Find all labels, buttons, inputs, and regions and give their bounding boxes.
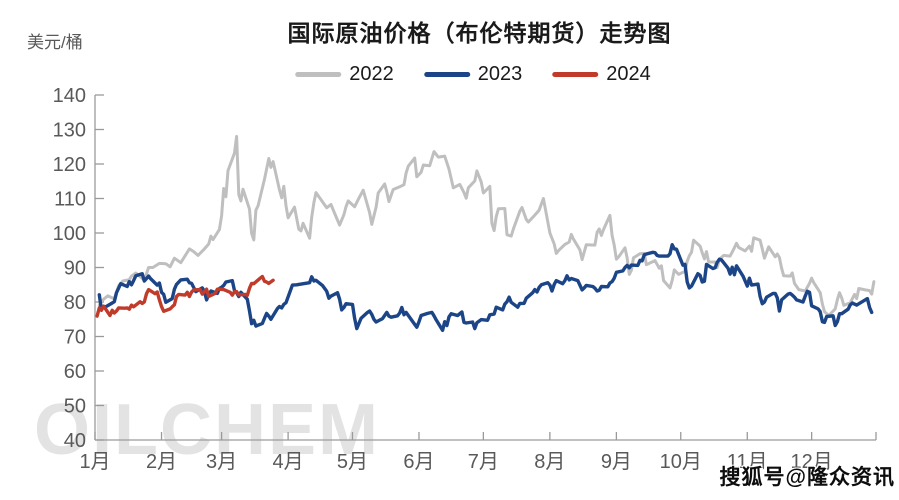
legend-label-2022: 2022 (349, 63, 394, 85)
legend-item-2023: 2023 (423, 63, 523, 86)
y-tick-label: 40 (64, 430, 86, 452)
y-tick-label: 70 (64, 327, 86, 349)
y-tick-label: 60 (64, 361, 86, 383)
x-tick-label: 2月 (146, 451, 177, 473)
sohu-watermark: 搜狐号@隆众资讯 (719, 466, 895, 489)
legend-label-2024: 2024 (606, 63, 651, 85)
y-tick-label: 110 (54, 189, 86, 211)
y-axis-unit-label: 美元/桶 (27, 33, 83, 52)
oilchem-watermark: OILCHEM (34, 390, 380, 470)
x-tick-label: 3月 (206, 451, 237, 473)
legend-swatch-2022 (295, 72, 342, 77)
x-tick-label: 12月 (791, 451, 833, 473)
x-tick-label: 9月 (601, 451, 632, 473)
x-tick-label: 1月 (79, 451, 110, 473)
x-tick-label: 8月 (534, 451, 565, 473)
y-tick-label: 50 (64, 396, 86, 418)
x-tick-label: 6月 (403, 451, 434, 473)
series-line-2024 (95, 274, 275, 318)
x-tick-label: 7月 (468, 451, 499, 473)
y-tick-label: 120 (53, 154, 86, 176)
legend-swatch-2023 (423, 72, 470, 77)
legend: 2022 2023 2024 (295, 63, 651, 86)
legend-swatch-2024 (552, 72, 599, 77)
legend-item-2022: 2022 (295, 63, 394, 86)
x-tick-label: 5月 (337, 451, 368, 473)
x-tick-label: 4月 (273, 451, 304, 473)
series-line-2022 (97, 134, 876, 317)
y-tick-label: 80 (64, 292, 86, 314)
legend-item-2024: 2024 (552, 63, 651, 86)
chart-title: 国际原油价格（布伦特期货）走势图 (287, 20, 672, 46)
y-tick-label: 130 (53, 120, 86, 142)
y-tick-label: 100 (53, 223, 86, 245)
y-tick-label: 90 (64, 258, 86, 280)
x-tick-label: 10月 (660, 451, 702, 473)
legend-label-2023: 2023 (477, 63, 523, 85)
x-tick-label: 11月 (727, 451, 768, 473)
series-line-2023 (97, 242, 874, 332)
y-tick-label: 140 (53, 85, 86, 107)
